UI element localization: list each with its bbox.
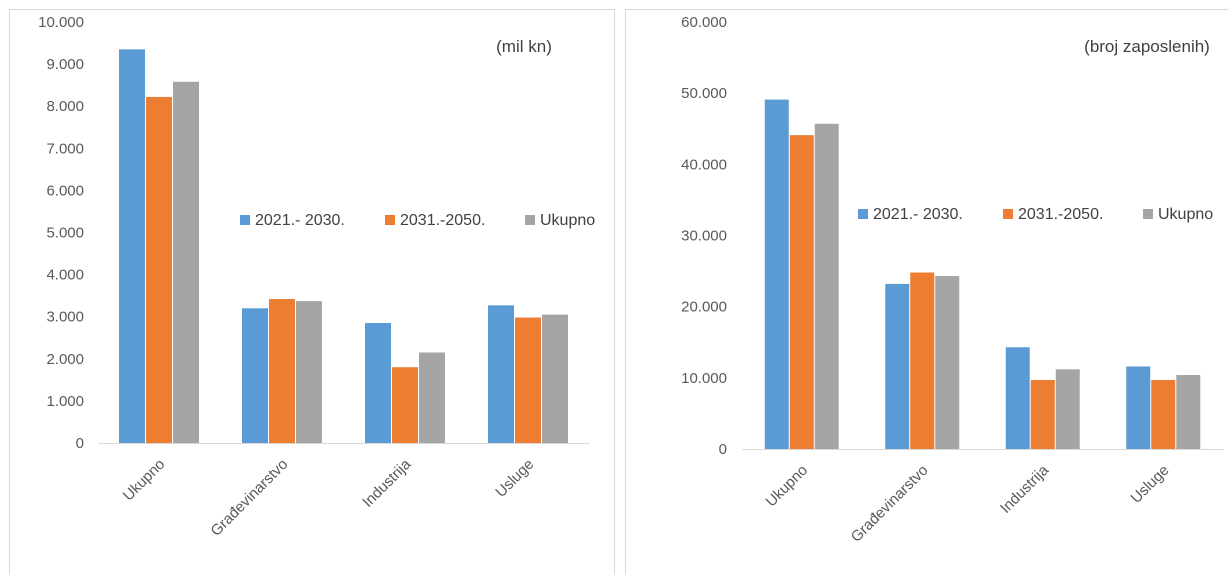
legend-swatch	[525, 215, 535, 225]
y-tick-label: 3.000	[46, 309, 84, 326]
bar	[515, 318, 541, 443]
bar	[119, 49, 145, 443]
y-tick-label: 9.000	[46, 56, 84, 73]
bar	[296, 301, 322, 443]
bar	[910, 273, 934, 449]
chart-panel-right: (broj zaposlenih) 0 10.000 20.000 30.000 40.…	[624, 0, 1228, 575]
bar	[392, 367, 418, 443]
legend-label: 2021.- 2030.	[255, 212, 345, 229]
y-tick-label: 40.000	[681, 156, 727, 173]
bar	[1031, 380, 1055, 449]
bar	[935, 276, 959, 449]
legend-label: Ukupno	[1158, 206, 1213, 223]
bar	[1151, 380, 1175, 449]
bar	[173, 82, 199, 443]
legend-item: 2021.- 2030.	[240, 212, 345, 229]
legend-item: 2031.-2050.	[385, 212, 485, 229]
legend-label: 2021.- 2030.	[873, 206, 963, 223]
bar	[1006, 347, 1030, 449]
y-tick-label: 60.000	[681, 14, 727, 31]
bar	[242, 308, 268, 443]
y-tick-label: 2.000	[46, 351, 84, 368]
chart-right: (broj zaposlenih) 0 10.000 20.000 30.000 40.…	[624, 0, 1228, 575]
bar	[885, 284, 909, 449]
bar	[146, 97, 172, 443]
chart-left: (mil kn) 0 1.000 2.000 3.000 4.000 5.000 6.000…	[0, 0, 616, 575]
legend-swatch	[1003, 209, 1013, 219]
y-tick-label: 10.000	[681, 370, 727, 387]
bar	[1126, 366, 1150, 449]
y-tick-label: 4.000	[46, 267, 84, 284]
legend-item: 2021.- 2030.	[858, 206, 963, 223]
bar	[269, 299, 295, 443]
legend-label: Ukupno	[540, 212, 595, 229]
bar	[488, 305, 514, 443]
legend-label: 2031.-2050.	[1018, 206, 1103, 223]
legend-label: 2031.-2050.	[400, 212, 485, 229]
y-tick-label: 20.000	[681, 299, 727, 316]
y-tick-label: 50.000	[681, 85, 727, 102]
bar	[1056, 369, 1080, 449]
y-tick-label: 6.000	[46, 182, 84, 199]
chart-frame	[10, 10, 615, 575]
bar	[815, 124, 839, 449]
y-tick-label: 0	[719, 441, 727, 458]
y-tick-label: 1.000	[46, 393, 84, 410]
bar	[365, 323, 391, 443]
chart-panel-left: (mil kn) 0 1.000 2.000 3.000 4.000 5.000 6.000…	[0, 0, 616, 575]
legend-swatch	[240, 215, 250, 225]
legend-item: 2031.-2050.	[1003, 206, 1103, 223]
y-tick-label: 8.000	[46, 98, 84, 115]
bar	[542, 315, 568, 443]
legend-swatch	[858, 209, 868, 219]
y-tick-label: 5.000	[46, 225, 84, 242]
bar	[765, 100, 789, 449]
y-tick-label: 10.000	[38, 14, 84, 31]
y-tick-label: 0	[76, 435, 84, 452]
unit-annotation: (broj zaposlenih)	[1084, 37, 1210, 56]
bar	[1176, 375, 1200, 449]
y-tick-label: 30.000	[681, 228, 727, 245]
y-tick-label: 7.000	[46, 140, 84, 157]
bar	[419, 352, 445, 443]
legend-swatch	[385, 215, 395, 225]
legend-swatch	[1143, 209, 1153, 219]
bar	[790, 135, 814, 449]
unit-annotation: (mil kn)	[496, 37, 552, 56]
